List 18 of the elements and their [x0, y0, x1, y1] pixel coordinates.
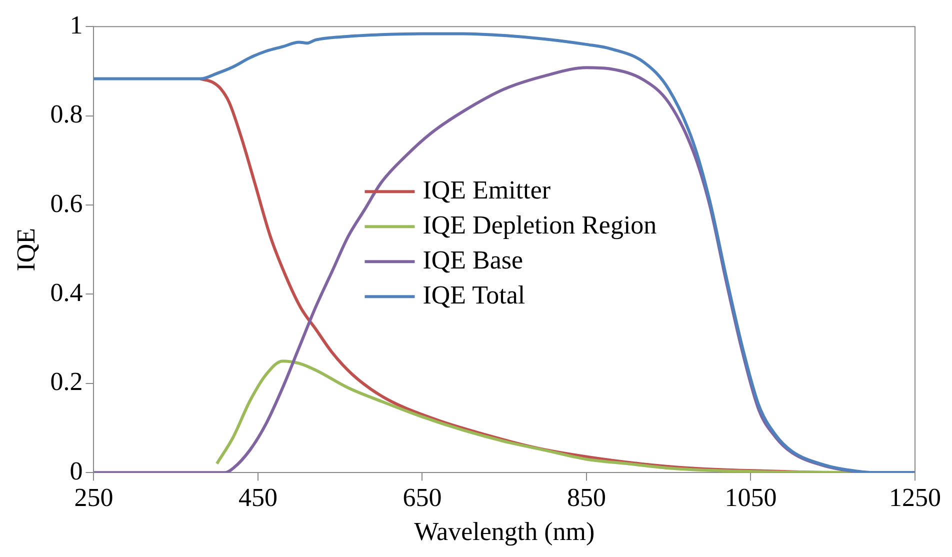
x-axis-title: Wavelength (nm)	[414, 517, 595, 546]
y-tick-label: 1	[70, 10, 83, 40]
x-tick-label: 850	[566, 483, 606, 512]
legend-label: IQE Base	[422, 245, 524, 274]
y-tick-label: 0.2	[50, 367, 83, 396]
y-axis-title: IQE	[11, 228, 40, 272]
y-tick-label: 0.4	[50, 278, 83, 308]
x-tick-label: 1050	[724, 483, 777, 512]
y-tick-label: 0.6	[50, 188, 83, 218]
legend-label: IQE Emitter	[422, 175, 551, 204]
legend-label: IQE Total	[422, 280, 526, 310]
x-tick-label: 650	[402, 483, 442, 512]
x-tick-label: 1250	[889, 483, 941, 512]
y-tick-label: 0.8	[50, 100, 83, 129]
x-tick-label: 450	[238, 483, 278, 512]
x-tick-label: 250	[74, 483, 114, 512]
y-tick-label: 0	[70, 456, 83, 486]
legend-label: IQE Depletion Region	[422, 210, 657, 240]
